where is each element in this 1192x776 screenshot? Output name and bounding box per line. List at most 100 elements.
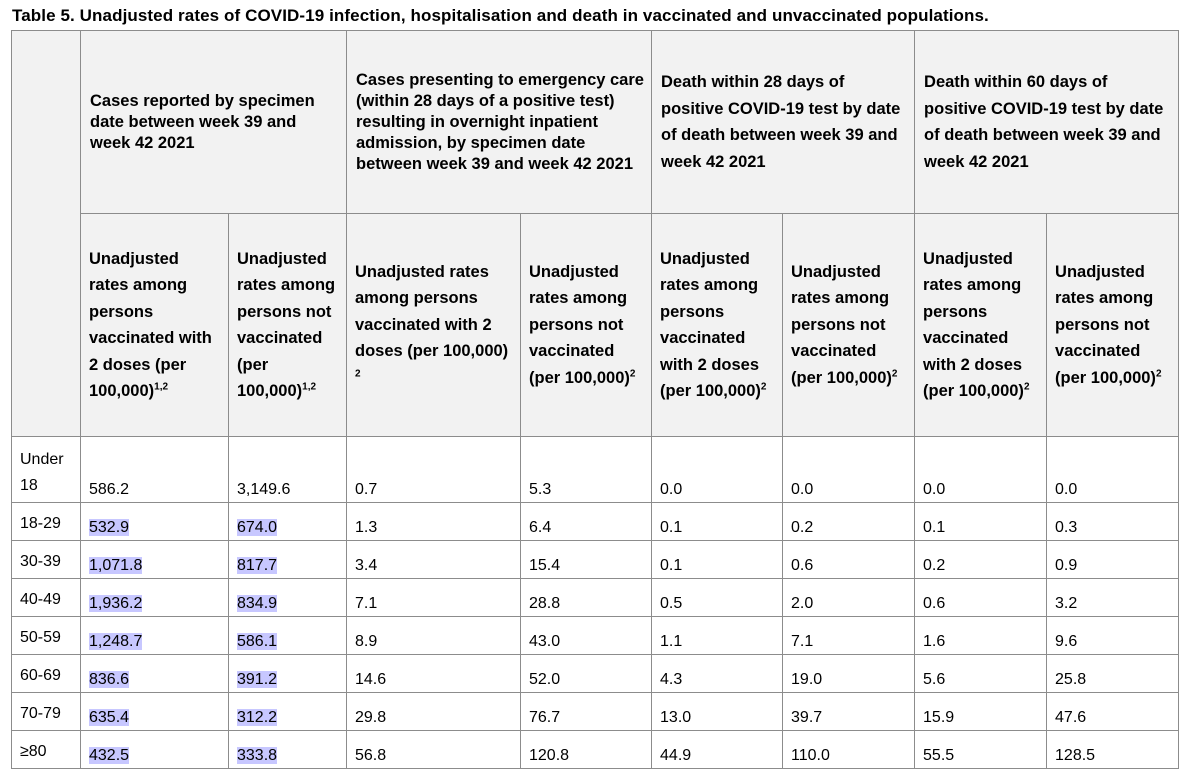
rate-cell: 0.1 (651, 502, 784, 541)
rate-cell: 5.3 (519, 436, 653, 503)
rate-cell: 834.9 (228, 578, 347, 617)
rate-cell: 836.6 (80, 654, 229, 693)
rate-cell: 0.5 (651, 578, 784, 617)
rate-cell: 3.2 (1046, 578, 1180, 617)
rate-cell: 0.7 (346, 436, 521, 503)
rate-cell: 635.4 (80, 692, 229, 731)
rate-cell: 0.2 (914, 540, 1048, 579)
rate-cell: 25.8 (1046, 654, 1180, 693)
age-group-cell: Under 18 (11, 436, 81, 503)
rate-cell: 674.0 (228, 502, 347, 541)
rate-cell: 0.0 (1046, 436, 1180, 503)
subheader-text: Unadjusted rates among persons not vacci… (237, 249, 336, 401)
rate-cell: 52.0 (519, 654, 653, 693)
highlighted-value: 312.2 (237, 709, 278, 726)
subheader-text: Unadjusted rates among persons not vacci… (1055, 262, 1156, 387)
column-subheader: Unadjusted rates among persons not vacci… (228, 213, 347, 437)
table-body: Under 18 586.2 3,149.6 0.7 5.3 0.0 0.0 0.0 0.0 18… (11, 436, 1180, 769)
rate-cell: 8.9 (346, 616, 521, 655)
column-subheader: Unadjusted rates among persons vaccinate… (651, 213, 784, 437)
covid-rates-table: Cases reported by specimen date between … (11, 30, 1180, 769)
highlighted-value: 834.9 (237, 595, 278, 612)
subheader-footnote: 2 (629, 368, 636, 380)
rate-cell: 1,071.8 (80, 540, 229, 579)
group-header-row: Cases reported by specimen date between … (11, 30, 1180, 437)
column-subheader: Unadjusted rates among persons not vacci… (519, 213, 653, 437)
rate-cell: 432.5 (80, 730, 229, 769)
column-subheader: Unadjusted rates among persons vaccinate… (914, 213, 1048, 437)
table-row: 18-29 532.9 674.0 1.3 6.4 0.1 0.2 0.1 0.3 (11, 502, 1180, 541)
rate-cell: 0.9 (1046, 540, 1180, 579)
rate-cell: 5.6 (914, 654, 1048, 693)
table-row: ≥80 432.5 333.8 56.8 120.8 44.9 110.0 55.5 128.5 (11, 730, 1180, 769)
rate-cell: 128.5 (1046, 730, 1180, 769)
subheader-footnote: 2 (1155, 368, 1162, 380)
rate-cell: 586.1 (228, 616, 347, 655)
rate-cell: 43.0 (519, 616, 653, 655)
rate-cell: 0.6 (914, 578, 1048, 617)
highlighted-value: 391.2 (237, 671, 278, 688)
table-row: 30-39 1,071.8 817.7 3.4 15.4 0.1 0.6 0.2 0.9 (11, 540, 1180, 579)
rate-cell: 1,248.7 (80, 616, 229, 655)
rate-cell: 47.6 (1046, 692, 1180, 731)
rate-cell: 1,936.2 (80, 578, 229, 617)
subheader-footnote: 1,2 (154, 381, 169, 393)
rate-cell: 7.1 (782, 616, 916, 655)
highlighted-value: 1,936.2 (89, 595, 143, 612)
table-row: 60-69 836.6 391.2 14.6 52.0 4.3 19.0 5.6 25.8 (11, 654, 1180, 693)
subheader-footnote: 2 (1023, 381, 1030, 393)
age-group-cell: 60-69 (11, 654, 81, 693)
rate-cell: 0.0 (914, 436, 1048, 503)
age-group-cell: ≥80 (11, 730, 81, 769)
rate-cell: 586.2 (80, 436, 229, 503)
highlighted-value: 1,071.8 (89, 557, 143, 574)
rate-cell: 13.0 (651, 692, 784, 731)
age-group-cell: 70-79 (11, 692, 81, 731)
subheader-text: Unadjusted rates among persons vaccinate… (355, 262, 509, 361)
rate-cell: 55.5 (914, 730, 1048, 769)
rate-cell: 2.0 (782, 578, 916, 617)
rate-cell: 0.1 (651, 540, 784, 579)
rate-cell: 0.1 (914, 502, 1048, 541)
table-row: 50-59 1,248.7 586.1 8.9 43.0 1.1 7.1 1.6 9.6 (11, 616, 1180, 655)
rate-cell: 1.1 (651, 616, 784, 655)
rate-cell: 0.0 (651, 436, 784, 503)
rate-cell: 28.8 (519, 578, 653, 617)
subheader-text: Unadjusted rates among persons vaccinate… (923, 249, 1024, 401)
rate-cell: 6.4 (519, 502, 653, 541)
subheader-footnote: 2 (891, 368, 898, 380)
rate-cell: 0.3 (1046, 502, 1180, 541)
rate-cell: 0.0 (782, 436, 916, 503)
rate-cell: 7.1 (346, 578, 521, 617)
rate-cell: 110.0 (782, 730, 916, 769)
highlighted-value: 532.9 (89, 519, 130, 536)
age-group-cell: 50-59 (11, 616, 81, 655)
table-row: Under 18 586.2 3,149.6 0.7 5.3 0.0 0.0 0.0 0.0 (11, 436, 1180, 503)
subheader-footnote: 2 (760, 381, 767, 393)
rate-cell: 532.9 (80, 502, 229, 541)
rate-cell: 15.9 (914, 692, 1048, 731)
subheader-footnote: 1,2 (302, 381, 317, 393)
highlighted-value: 432.5 (89, 747, 130, 764)
highlighted-value: 1,248.7 (89, 633, 143, 650)
rate-cell: 56.8 (346, 730, 521, 769)
rate-cell: 44.9 (651, 730, 784, 769)
table-title: Table 5. Unadjusted rates of COVID-19 in… (12, 6, 989, 25)
rate-cell: 4.3 (651, 654, 784, 693)
rate-cell: 19.0 (782, 654, 916, 693)
rate-cell: 120.8 (519, 730, 653, 769)
rate-cell: 1.6 (914, 616, 1048, 655)
rate-cell: 3.4 (346, 540, 521, 579)
table-row: 70-79 635.4 312.2 29.8 76.7 13.0 39.7 15.9 47.6 (11, 692, 1180, 731)
rate-cell: 9.6 (1046, 616, 1180, 655)
rate-cell: 76.7 (519, 692, 653, 731)
subheader-text: Unadjusted rates among persons vaccinate… (660, 249, 761, 401)
column-subheader: Unadjusted rates among persons vaccinate… (346, 213, 521, 437)
age-group-cell: 18-29 (11, 502, 81, 541)
highlighted-value: 586.1 (237, 633, 278, 650)
rate-cell: 39.7 (782, 692, 916, 731)
rate-cell: 0.6 (782, 540, 916, 579)
group-header-cases: Cases reported by specimen date between … (80, 30, 347, 214)
highlighted-value: 674.0 (237, 519, 278, 536)
rate-cell: 1.3 (346, 502, 521, 541)
